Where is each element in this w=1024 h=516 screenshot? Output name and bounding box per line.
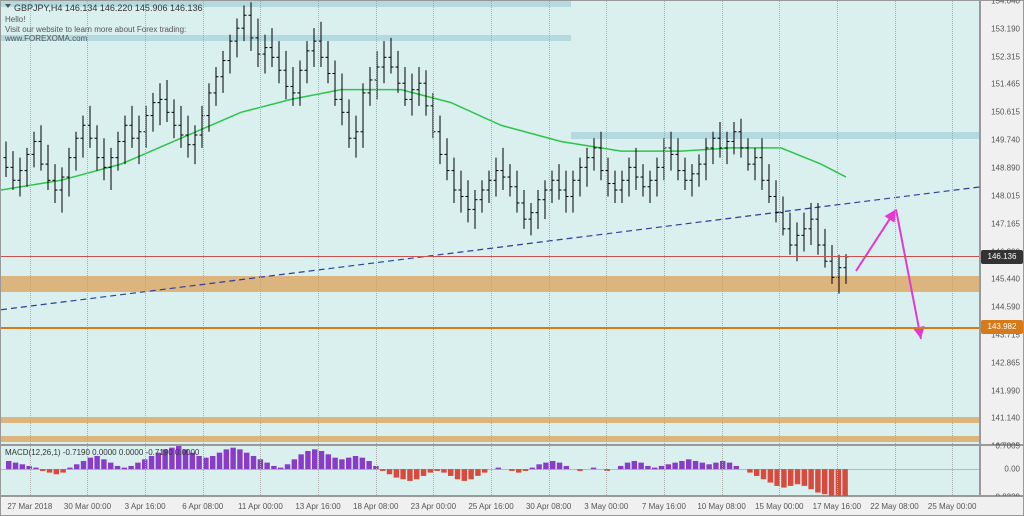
price-zone [1, 417, 979, 423]
price-chart-panel[interactable]: GBPJPY,H4 146.134 146.220 145.906 146.13… [0, 0, 980, 445]
ytick: 152.315 [991, 52, 1020, 61]
ytick: 144.590 [991, 302, 1020, 311]
ytick: 148.015 [991, 191, 1020, 200]
chart-title: GBPJPY,H4 146.134 146.220 145.906 146.13… [5, 3, 203, 13]
xtick: 22 May 08:00 [870, 502, 918, 511]
xtick: 25 May 00:00 [928, 502, 976, 511]
ytick: 148.890 [991, 163, 1020, 172]
xtick: 7 May 16:00 [642, 502, 686, 511]
xtick: 6 Apr 08:00 [182, 502, 223, 511]
ytick: 147.165 [991, 219, 1020, 228]
xtick: 15 May 00:00 [755, 502, 803, 511]
macd-panel[interactable]: MACD(12,26,1) -0.7190 0.0000 0.0000 -0.7… [0, 445, 980, 496]
macd-axis: 0.70050.00-0.8339 [980, 445, 1024, 496]
macd-ytick: 0.7005 [996, 442, 1020, 451]
ytick: 145.440 [991, 275, 1020, 284]
xtick: 30 Mar 00:00 [64, 502, 111, 511]
xtick: 3 May 00:00 [584, 502, 628, 511]
ytick: 141.140 [991, 414, 1020, 423]
xtick: 18 Apr 08:00 [353, 502, 398, 511]
price-zone [1, 436, 979, 442]
macd-ytick: 0.00 [1004, 465, 1020, 474]
horizontal-line [1, 327, 979, 329]
xtick: 10 May 08:00 [697, 502, 745, 511]
ytick: 150.615 [991, 107, 1020, 116]
time-axis: 27 Mar 2018 30 Mar 00:00 3 Apr 16:00 6 Apr … [0, 496, 1024, 516]
ref_tag: 143.982 [981, 320, 1023, 334]
price-zone [571, 132, 979, 139]
xtick: 27 Mar 2018 [7, 502, 52, 511]
ytick: 149.740 [991, 136, 1020, 145]
xtick: 17 May 16:00 [813, 502, 861, 511]
xtick: 3 Apr 16:00 [125, 502, 166, 511]
price-zone [1, 276, 979, 292]
ytick: 154.040 [991, 0, 1020, 6]
ytick: 151.465 [991, 80, 1020, 89]
price_tag: 146.136 [981, 250, 1023, 264]
xtick: 13 Apr 16:00 [295, 502, 340, 511]
price-axis: 154.040 153.190 152.315 151.465 150.615 149.7… [980, 0, 1024, 445]
ytick: 153.190 [991, 24, 1020, 33]
xtick: 11 Apr 00:00 [238, 502, 283, 511]
ytick: 142.865 [991, 358, 1020, 367]
chart-container: GBPJPY,H4 146.134 146.220 145.906 146.13… [0, 0, 1024, 516]
xtick: 30 Apr 08:00 [526, 502, 571, 511]
ytick: 141.990 [991, 386, 1020, 395]
macd-label: MACD(12,26,1) -0.7190 0.0000 0.0000 -0.7… [5, 448, 199, 457]
watermark-text: Hello! Visit our website to learn more a… [5, 15, 186, 44]
xtick: 23 Apr 00:00 [411, 502, 456, 511]
horizontal-line [1, 256, 979, 257]
xtick: 25 Apr 16:00 [468, 502, 513, 511]
